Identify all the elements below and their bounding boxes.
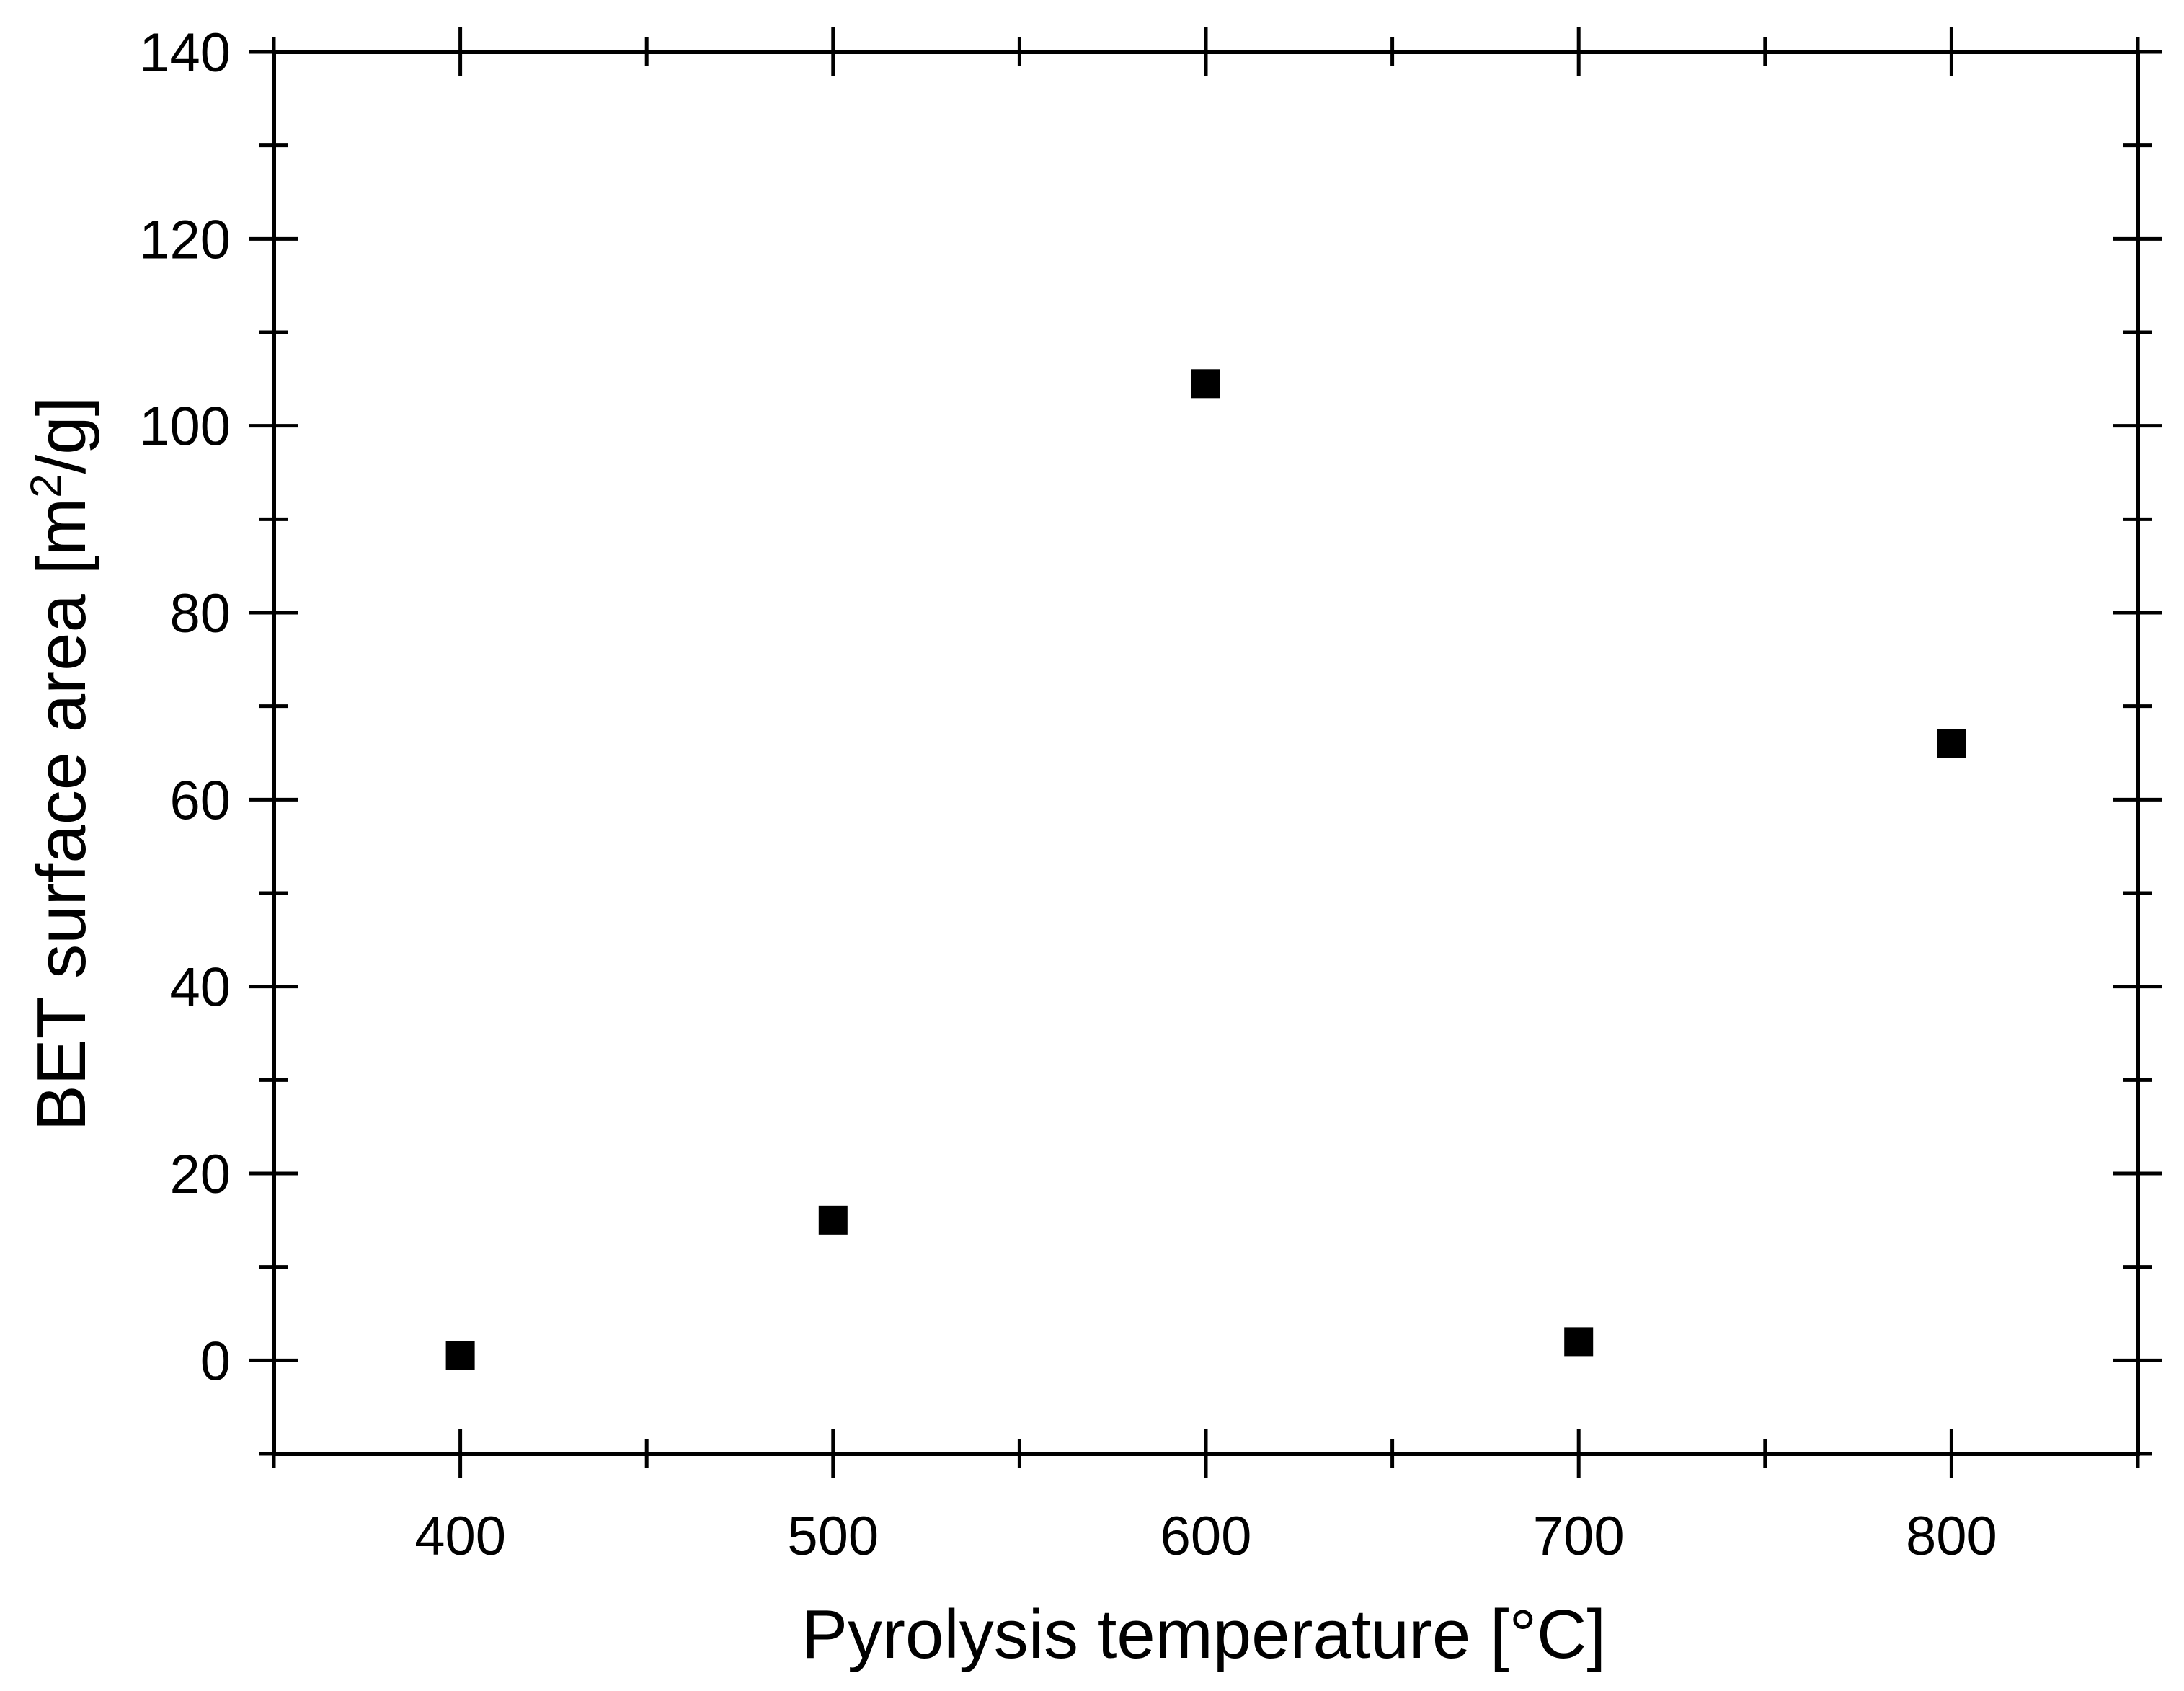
- plot-frame: [272, 50, 2140, 1456]
- y-tick-label: 0: [200, 1331, 231, 1392]
- y-tick-label: 100: [139, 396, 231, 458]
- data-point: [1191, 369, 1220, 399]
- x-tick-label: 600: [1160, 1506, 1252, 1567]
- axis-ticks: [249, 27, 2162, 1478]
- plot-border: [272, 50, 2140, 1456]
- y-tick-label: 40: [169, 957, 231, 1018]
- data-point: [445, 1341, 475, 1370]
- y-axis-title-main: BET surface area [m: [23, 498, 100, 1132]
- y-axis-title: BET surface area [m2/g]: [22, 397, 100, 1132]
- y-axis-title-superscript: 2: [22, 474, 70, 497]
- y-tick-label: 140: [139, 22, 231, 84]
- x-tick-label: 800: [1906, 1506, 1997, 1567]
- data-point: [1937, 729, 1966, 758]
- x-tick-label: 400: [414, 1506, 506, 1567]
- data-points: [445, 369, 1966, 1370]
- y-tick-label: 60: [169, 770, 231, 831]
- y-tick-label: 120: [139, 209, 231, 270]
- x-tick-label: 700: [1533, 1506, 1625, 1567]
- y-axis-title-end: /g]: [23, 397, 100, 474]
- x-tick-label: 500: [787, 1506, 879, 1567]
- y-tick-label: 80: [169, 583, 231, 644]
- tick-labels: 400 500 600 700 800 0 20 40 60 80 100 120 140: [139, 22, 1997, 1567]
- y-tick-label: 20: [169, 1144, 231, 1205]
- data-point: [1564, 1327, 1594, 1357]
- x-axis-title: Pyrolysis temperature [°C]: [802, 1596, 1606, 1673]
- data-point: [818, 1205, 848, 1235]
